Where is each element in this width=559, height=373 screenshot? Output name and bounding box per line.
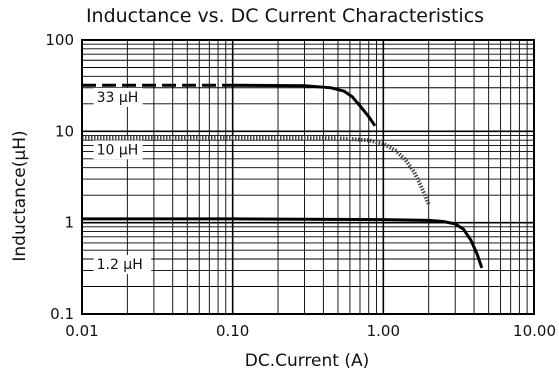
y-tick-label: 0.1: [50, 305, 74, 323]
y-tick-label: 100: [45, 31, 74, 49]
series-annotation-1: 10 μH: [97, 142, 139, 158]
series-annotation-2: 1.2 μH: [97, 257, 143, 273]
x-tick-label: 0.10: [216, 322, 249, 340]
y-tick-label: 10: [55, 122, 74, 140]
chart-tick-labels: 0.01 0.10 1.00 10.00 0.1 1 10 100: [45, 31, 556, 340]
chart-annotations: 33 μH 10 μH 1.2 μH: [93, 87, 152, 275]
x-tick-label: 10.00: [513, 322, 556, 340]
series-line-0: [232, 83, 377, 127]
y-tick-label: 1: [64, 214, 74, 232]
x-tick-label: 0.01: [65, 322, 98, 340]
chart-title: Inductance vs. DC Current Characteristic…: [86, 5, 484, 27]
y-axis-label: Inductance(μH): [10, 130, 30, 261]
annotation-bg-0: [93, 87, 143, 107]
x-axis-label: DC.Current (A): [245, 351, 370, 371]
series-annotation-0: 33 μH: [97, 90, 139, 106]
annotation-bg-2: [93, 255, 152, 275]
series-line-2: [82, 217, 484, 269]
annotation-bg-1: [93, 140, 143, 160]
chart-series-group: [82, 83, 484, 269]
plot-frame: [81, 39, 535, 315]
x-tick-label: 1.00: [367, 322, 400, 340]
